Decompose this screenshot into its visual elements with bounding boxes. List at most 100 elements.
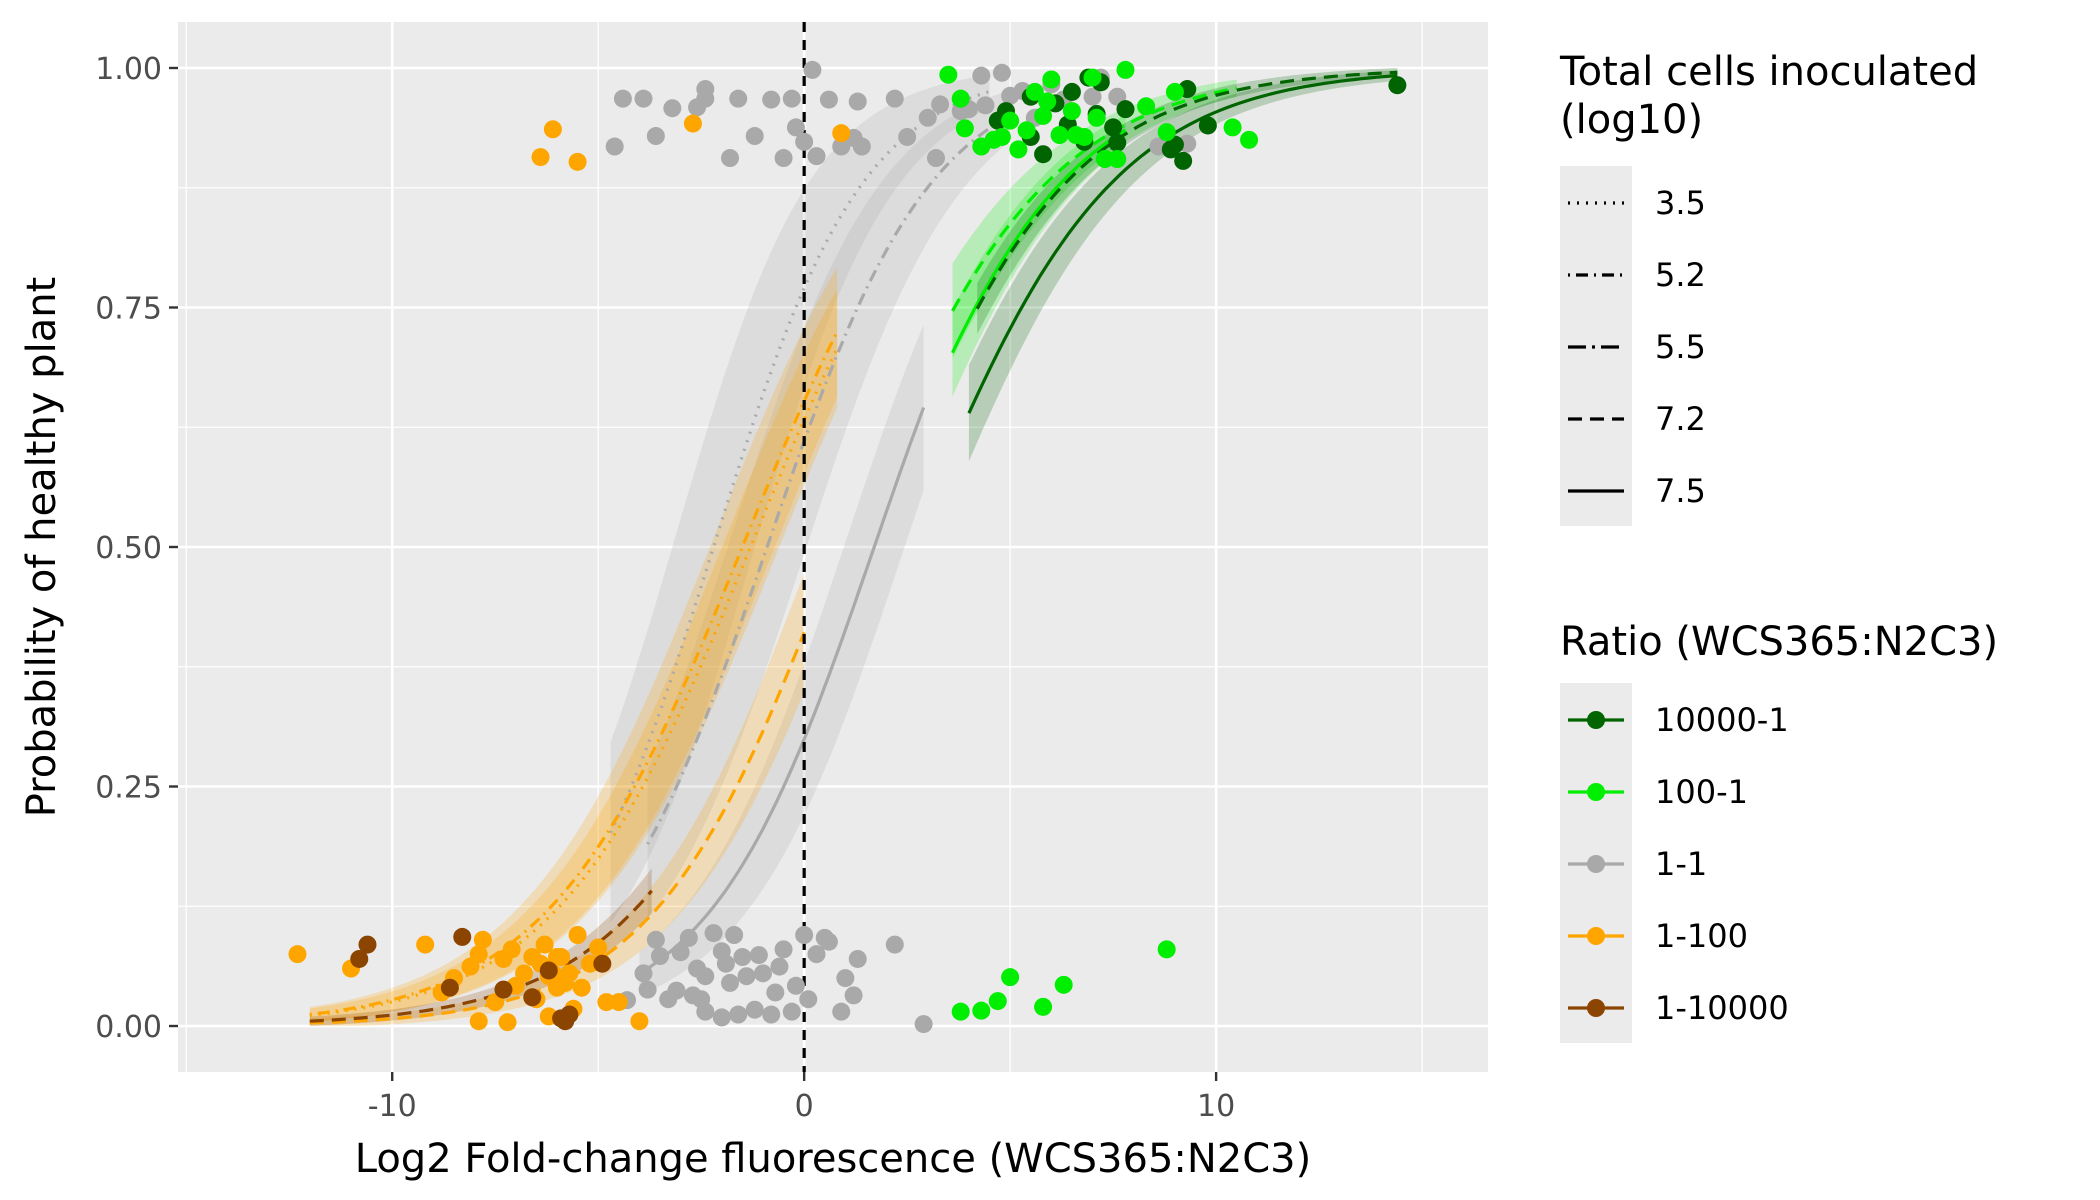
data-point-1-1: [762, 1005, 781, 1024]
data-point-10000-1: [1174, 151, 1193, 170]
data-point-100-1: [1001, 968, 1020, 987]
data-point-1-100: [609, 993, 628, 1012]
linetype-legend: Total cells inoculated (log10) 3.5 5.2 5.5…: [1559, 49, 1978, 526]
linetype-legend-label: 5.5: [1655, 328, 1706, 366]
data-point-100-1: [972, 1001, 991, 1020]
linetype-legend-title-line2: (log10): [1560, 97, 1703, 143]
x-tick-label: 0: [795, 1089, 814, 1124]
data-point-100-1: [1095, 149, 1114, 168]
data-point-1-1: [646, 930, 665, 949]
data-point-1-1: [671, 943, 690, 962]
confidence-band-1-100-7.2: [309, 572, 805, 1026]
data-point-100-1: [1240, 130, 1259, 149]
x-axis: -10 0 10: [368, 1072, 1235, 1124]
data-point-1-1: [716, 954, 735, 973]
data-point-1-100: [572, 978, 591, 997]
data-point-1-100: [288, 945, 307, 964]
data-point-1-1: [832, 1002, 851, 1021]
data-point-1-10000: [560, 1005, 579, 1024]
data-point-100-1: [992, 127, 1011, 146]
fit-curve-1-1-5.2: [646, 114, 1011, 845]
linetype-legend-label: 7.2: [1655, 400, 1706, 438]
data-point-1-1: [729, 1005, 748, 1024]
confidence-band-1-1-3.5: [610, 74, 990, 923]
color-legend-label: 100-1: [1655, 773, 1748, 811]
fit-curve-10000-1-7.2: [975, 70, 1398, 310]
data-point-1-1: [918, 108, 937, 127]
color-legend-label: 1-1: [1655, 845, 1707, 883]
confidence-band-1-1-7.5: [639, 324, 924, 996]
data-point-1-100: [568, 926, 587, 945]
data-point-1-100: [531, 148, 550, 167]
linetype-legend-label: 3.5: [1655, 184, 1706, 222]
data-point-1-10000: [539, 961, 558, 980]
data-point-1-1: [638, 980, 657, 999]
color-legend-label: 1-100: [1655, 917, 1748, 955]
fit-curve-1-100-3.5: [309, 347, 839, 1017]
data-point-1-1: [733, 948, 752, 967]
data-point-10000-1: [1108, 133, 1127, 152]
data-point-10000-1: [1034, 145, 1053, 164]
color-key-point-1-1: [1587, 855, 1605, 873]
y-axis: 0.00 0.25 0.50 0.75 1.00: [95, 52, 178, 1045]
data-point-1-1: [696, 1002, 715, 1021]
data-point-1-1: [646, 127, 665, 146]
data-point-10000-1: [1198, 116, 1217, 135]
color-key-point-10000-1: [1587, 711, 1605, 729]
data-point-1-100: [556, 973, 575, 992]
data-point-100-1: [951, 89, 970, 108]
data-point-100-1: [1009, 140, 1028, 159]
color-legend-label: 10000-1: [1655, 701, 1789, 739]
data-point-1-1: [774, 940, 793, 959]
data-point-1-1: [663, 99, 682, 118]
data-point-1-1: [799, 990, 818, 1009]
confidence-band-10000-1-7.2: [977, 68, 1398, 335]
data-point-10000-1: [1062, 82, 1081, 101]
data-point-1-1: [745, 1000, 764, 1019]
data-point-10000-1: [1104, 118, 1123, 137]
data-point-1-1: [782, 89, 801, 108]
data-point-1-1: [795, 132, 814, 151]
data-point-10000-1: [1161, 140, 1180, 159]
data-point-1-1: [992, 63, 1011, 82]
linetype-legend-label: 5.2: [1655, 256, 1706, 294]
data-point-1-1: [786, 976, 805, 995]
data-point-1-1: [696, 967, 715, 986]
data-point-1-1: [762, 90, 781, 109]
data-point-1-1: [926, 149, 945, 168]
color-legend-title: Ratio (WCS365:N2C3): [1560, 619, 1998, 665]
data-point-1-1: [696, 80, 715, 99]
data-point-1-1: [807, 945, 826, 964]
data-point-1-1: [782, 1002, 801, 1021]
data-point-1-1: [679, 928, 698, 947]
data-point-100-1: [1157, 123, 1176, 142]
data-point-1-100: [515, 964, 534, 983]
linetype-legend-label: 7.5: [1655, 472, 1706, 510]
data-point-100-1: [951, 1002, 970, 1021]
data-point-1-100: [498, 1013, 517, 1032]
fit-curve-10000-1-7.5: [967, 73, 1398, 414]
data-point-1-1: [725, 926, 744, 945]
data-point-1-1: [745, 127, 764, 146]
data-point-1-1: [704, 924, 723, 943]
data-point-1-1: [1083, 87, 1102, 106]
data-point-1-10000: [350, 949, 369, 968]
linetype-legend-title-line1: Total cells inoculated: [1559, 49, 1978, 95]
data-point-1-1: [819, 90, 838, 109]
data-point-100-1: [1157, 940, 1176, 959]
x-axis-label: Log2 Fold-change fluorescence (WCS365:N2…: [355, 1136, 1311, 1182]
confidence-band-10000-1-7.5: [968, 70, 1398, 462]
x-tick-label: -10: [368, 1089, 417, 1124]
data-point-1-100: [473, 930, 492, 949]
x-tick-label: 10: [1197, 1089, 1235, 1124]
data-point-1-1: [852, 137, 871, 156]
data-point-1-1: [914, 1015, 933, 1034]
confidence-band-1-10000-7.2: [309, 868, 652, 1026]
data-point-1-1: [770, 957, 789, 976]
fit-curve-100-1-7.2: [951, 86, 1238, 312]
data-point-10000-1: [988, 111, 1007, 130]
data-point-1-1: [729, 89, 748, 108]
data-point-100-1: [1223, 118, 1242, 137]
data-point-1-1: [885, 89, 904, 108]
color-legend: Ratio (WCS365:N2C3) 10000-1 100-1 1-1 1-100…: [1560, 619, 1998, 1043]
